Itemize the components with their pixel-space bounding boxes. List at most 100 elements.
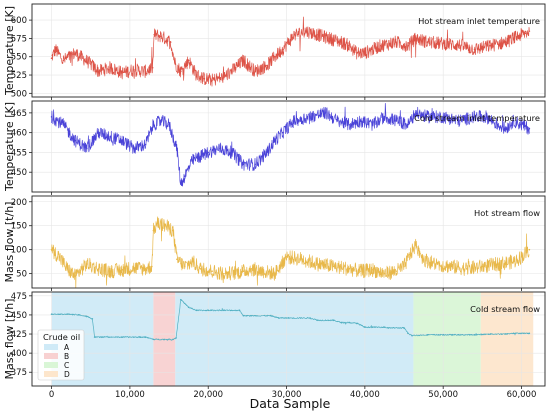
series-line <box>51 103 530 187</box>
y-axis-label: Mass flow [t/h] <box>3 299 16 380</box>
data-point <box>223 309 225 312</box>
data-point <box>199 268 202 270</box>
data-point <box>524 32 527 35</box>
data-point <box>403 327 405 329</box>
data-point <box>242 163 245 166</box>
series-label: Hot stream flow <box>474 208 540 218</box>
data-point <box>422 258 425 261</box>
data-point <box>169 41 172 43</box>
data-point <box>317 33 319 36</box>
data-point <box>332 265 335 268</box>
data-point <box>234 271 237 274</box>
data-point <box>86 263 88 265</box>
data-point <box>191 159 194 162</box>
series-label: Cold stream inlet temperature <box>414 113 540 123</box>
data-point <box>426 116 429 118</box>
data-point <box>442 116 444 118</box>
data-point <box>414 112 417 114</box>
data-point <box>528 332 531 335</box>
series-line <box>51 216 530 289</box>
data-point <box>458 44 460 46</box>
x-tick-label: 0 <box>49 390 54 400</box>
data-point <box>58 256 61 258</box>
legend-swatch-c <box>44 362 58 368</box>
data-point <box>473 116 476 118</box>
x-axis-label: Data Sample <box>250 396 331 411</box>
y-tick-label: 475 <box>11 292 27 302</box>
data-point <box>497 123 499 126</box>
legend-label-d: D <box>64 370 70 379</box>
data-point <box>340 321 343 324</box>
data-point <box>281 131 284 134</box>
data-point <box>328 37 331 40</box>
data-point <box>407 44 409 47</box>
data-point <box>195 309 198 312</box>
x-tick-label: 50,000 <box>428 390 458 400</box>
data-point <box>317 263 319 265</box>
data-point <box>109 135 112 138</box>
data-point <box>489 44 491 47</box>
data-point <box>74 52 76 54</box>
data-point <box>211 270 213 273</box>
data-point <box>505 333 507 335</box>
data-point <box>180 70 182 73</box>
data-point <box>348 123 350 126</box>
data-point <box>305 30 307 32</box>
data-point <box>489 333 491 335</box>
y-tick-label: 500 <box>11 89 27 99</box>
data-point <box>285 256 288 258</box>
data-point <box>262 270 264 273</box>
data-point <box>364 52 366 54</box>
data-point <box>62 123 65 126</box>
data-point <box>203 77 206 80</box>
data-point <box>520 123 523 126</box>
data-point <box>383 272 386 275</box>
data-point <box>121 139 123 142</box>
y-tick-label: 455 <box>11 148 27 158</box>
data-point <box>50 313 53 315</box>
data-point <box>174 63 177 65</box>
data-point <box>89 63 92 65</box>
data-point <box>160 119 163 122</box>
data-point <box>528 127 531 130</box>
data-point <box>176 258 178 261</box>
data-point <box>309 317 311 319</box>
data-point <box>133 69 135 71</box>
data-point <box>512 119 515 122</box>
data-point <box>78 314 80 316</box>
data-point <box>266 64 268 67</box>
data-point <box>505 41 507 43</box>
legend-swatch-b <box>44 353 58 359</box>
data-point <box>144 143 147 146</box>
data-point <box>409 253 412 256</box>
data-point <box>153 33 155 36</box>
x-tick-label: 20,000 <box>193 390 223 400</box>
data-point <box>317 319 319 322</box>
legend-title: Crude oil <box>43 332 80 342</box>
y-tick-label: 465 <box>11 109 27 119</box>
data-point <box>86 147 88 150</box>
data-point <box>109 270 112 273</box>
data-point <box>175 337 177 339</box>
data-point <box>86 315 88 318</box>
data-point <box>183 265 186 268</box>
data-point <box>383 116 386 118</box>
y-tick-label: 450 <box>11 168 27 178</box>
data-point <box>144 70 147 73</box>
data-point <box>414 244 417 246</box>
data-point <box>199 155 202 158</box>
data-point <box>273 272 276 275</box>
data-point <box>450 265 452 268</box>
data-point <box>144 336 147 338</box>
data-point <box>238 309 241 312</box>
data-point <box>512 260 515 263</box>
data-point <box>133 147 135 150</box>
data-point <box>356 322 358 325</box>
axes-frame <box>31 100 546 193</box>
data-point <box>254 163 257 166</box>
data-point <box>395 119 397 122</box>
data-point <box>172 229 174 232</box>
legend-swatch-a <box>44 344 58 350</box>
data-point <box>324 112 327 114</box>
